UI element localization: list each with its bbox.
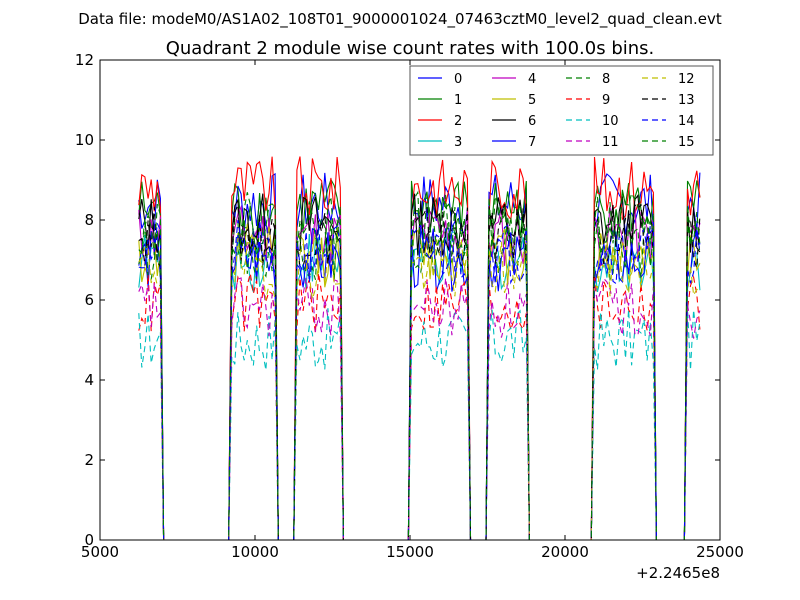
legend-label-7: 7 [528,135,536,150]
chart-title: Quadrant 2 module wise count rates with … [166,38,655,59]
legend-label-10: 10 [602,114,619,129]
series-line-15 [138,190,701,540]
y-tick-label: 4 [84,371,94,389]
legend-label-5: 5 [528,93,536,108]
legend-label-1: 1 [454,93,462,108]
series-layer [138,156,701,540]
series-line-14 [138,220,701,540]
legend-label-9: 9 [602,93,610,108]
legend-label-2: 2 [454,114,462,129]
series-line-2 [138,156,701,540]
legend-label-11: 11 [602,135,619,150]
y-tick-label: 0 [84,531,94,549]
x-axis: 5000 10000 15000 20000 25000 [81,60,744,561]
y-tick-label: 12 [75,51,94,69]
series-line-5 [138,223,701,540]
x-offset-label: +2.2465e8 [636,564,720,582]
series-line-11 [138,277,701,540]
series-line-9 [138,272,701,540]
y-tick-label: 8 [84,211,94,229]
series-line-8 [138,216,701,540]
legend-label-6: 6 [528,114,536,129]
y-tick-label: 10 [75,131,94,149]
series-line-10 [138,308,701,540]
legend-label-4: 4 [528,72,536,87]
figure-suptitle: Data file: modeM0/AS1A02_108T01_90000010… [78,10,722,29]
x-tick-label: 25000 [696,543,744,561]
legend-label-15: 15 [678,135,695,150]
x-tick-label: 10000 [231,543,279,561]
series-line-3 [138,228,701,540]
legend-label-8: 8 [602,72,610,87]
y-tick-label: 6 [84,291,94,309]
legend-box [409,65,714,156]
legend-label-3: 3 [454,135,462,150]
legend-label-0: 0 [454,72,462,87]
x-tick-label: 20000 [541,543,589,561]
series-line-7 [138,227,701,540]
legend-label-12: 12 [678,72,695,87]
x-tick-label: 15000 [386,543,434,561]
y-tick-label: 2 [84,451,94,469]
legend-label-13: 13 [678,93,695,108]
legend-label-14: 14 [678,114,695,129]
x-tick-label: 5000 [81,543,119,561]
series-line-12 [138,234,701,540]
